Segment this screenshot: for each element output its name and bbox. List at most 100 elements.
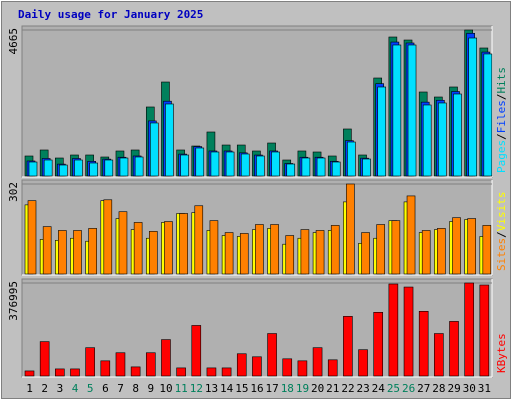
legend-entry: Hits — [495, 67, 508, 94]
bar — [24, 370, 35, 377]
bar — [343, 316, 353, 377]
legend-entry: Pages — [495, 140, 508, 173]
bar — [422, 104, 432, 177]
bar — [28, 161, 38, 177]
bar — [240, 153, 250, 177]
bar — [270, 224, 279, 275]
x-tick-label: 20 — [311, 382, 324, 395]
bar — [148, 231, 158, 275]
x-tick-label: 9 — [148, 382, 155, 395]
bar — [362, 158, 371, 177]
y-tick-label: 302 — [7, 182, 20, 202]
bar — [161, 339, 171, 377]
bar — [300, 229, 310, 275]
y-tick-label: 4665 — [7, 28, 20, 55]
bar — [301, 157, 311, 177]
bar — [224, 232, 234, 275]
bar — [285, 235, 295, 275]
x-tick-label: 27 — [417, 382, 430, 395]
bar — [407, 44, 417, 177]
x-tick-label: 13 — [205, 382, 218, 395]
bar — [316, 157, 326, 177]
bar — [377, 86, 387, 177]
x-tick-label: 30 — [463, 382, 476, 395]
x-tick-label: 15 — [235, 382, 248, 395]
bar — [312, 347, 323, 377]
x-tick-label: 5 — [87, 382, 94, 395]
bar — [88, 228, 97, 275]
bar — [42, 226, 52, 275]
bar — [358, 349, 368, 377]
bar — [104, 159, 114, 177]
bar — [421, 230, 431, 275]
bar — [55, 368, 65, 377]
x-tick-label: 31 — [478, 382, 491, 395]
bar — [418, 311, 429, 377]
bar — [330, 225, 340, 275]
legend-entry: Sites — [495, 238, 508, 271]
bar — [391, 220, 401, 275]
bar — [482, 225, 492, 275]
bar — [236, 353, 247, 377]
bar — [315, 230, 325, 275]
bar — [206, 367, 217, 377]
bar — [388, 283, 399, 377]
bar — [164, 221, 173, 275]
legend: KBytes — [495, 333, 508, 373]
bar — [59, 164, 68, 177]
x-tick-label: 11 — [175, 382, 188, 395]
bar — [103, 199, 113, 275]
bar — [191, 325, 202, 377]
bar — [39, 341, 50, 377]
x-tick-label: 6 — [102, 382, 109, 395]
bar — [118, 211, 128, 275]
bar — [149, 122, 159, 177]
bar — [85, 347, 95, 377]
bar — [180, 154, 189, 177]
x-tick-label: 7 — [117, 382, 124, 395]
legend-entry: Files — [495, 100, 508, 133]
bar — [239, 233, 249, 275]
x-tick-label: 3 — [57, 382, 64, 395]
bar — [252, 356, 262, 377]
bar — [195, 147, 205, 177]
x-tick-label: 10 — [159, 382, 172, 395]
bar — [452, 217, 461, 275]
bar — [115, 352, 126, 377]
bar — [210, 151, 220, 177]
bar — [256, 155, 265, 177]
x-tick-label: 8 — [132, 382, 139, 395]
x-tick-label: 17 — [266, 382, 279, 395]
chart-title: Daily usage for January 2025 — [18, 8, 203, 21]
legend-entry: Visits — [495, 192, 508, 232]
bar — [134, 156, 144, 177]
bar — [58, 230, 67, 275]
bar — [483, 53, 493, 177]
bar — [73, 230, 82, 275]
bar — [221, 367, 232, 377]
x-tick-label: 25 — [387, 382, 400, 395]
bar — [133, 222, 143, 275]
x-tick-label: 21 — [326, 382, 339, 395]
legend-separator: / — [495, 231, 508, 238]
x-tick-label: 26 — [402, 382, 415, 395]
x-tick-label: 24 — [372, 382, 386, 395]
bar — [406, 195, 416, 275]
x-tick-label: 1 — [26, 382, 33, 395]
bar — [74, 159, 83, 177]
x-tick-label: 29 — [447, 382, 460, 395]
x-tick-label: 23 — [357, 382, 370, 395]
bar — [361, 232, 370, 275]
bar — [282, 358, 293, 377]
bar — [176, 367, 186, 377]
bar — [438, 102, 447, 177]
x-tick-label: 16 — [250, 382, 263, 395]
bar — [179, 213, 188, 275]
bar — [145, 352, 156, 377]
bar — [271, 151, 280, 177]
bar — [464, 282, 474, 377]
bar — [449, 321, 459, 377]
bar — [89, 162, 98, 177]
x-tick-label: 28 — [432, 382, 445, 395]
